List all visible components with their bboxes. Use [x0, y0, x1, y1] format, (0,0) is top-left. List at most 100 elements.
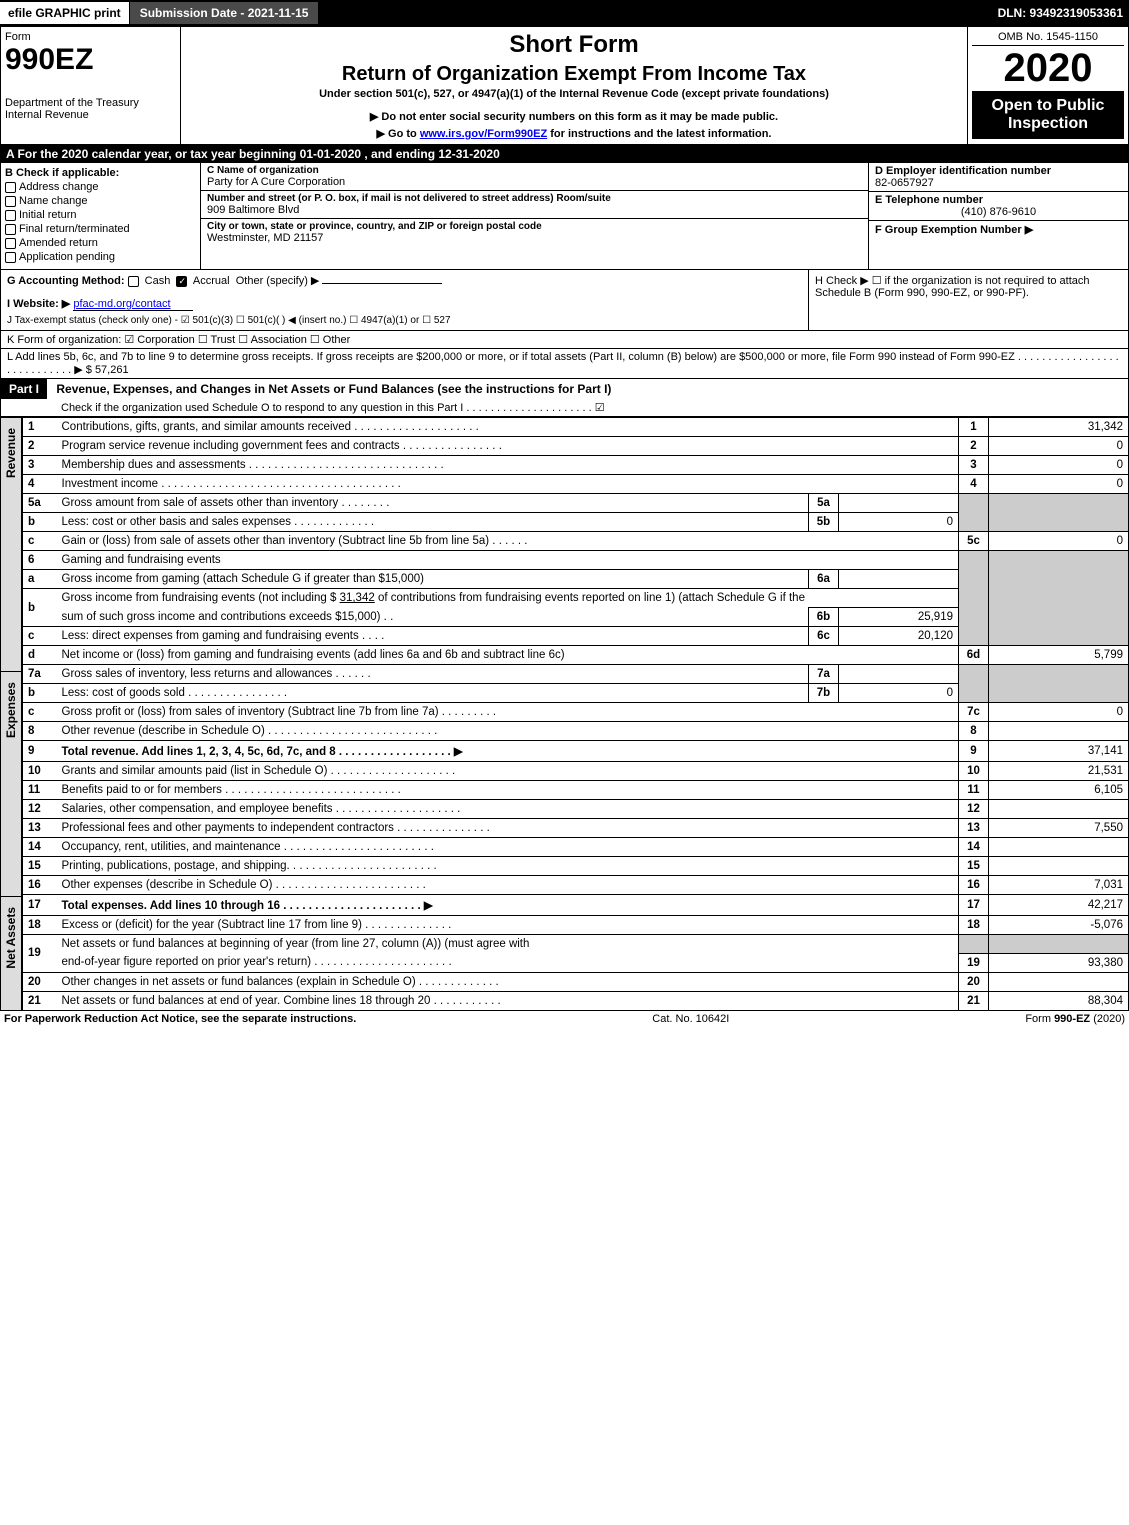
box-b: B Check if applicable: Address change Na…: [1, 163, 201, 269]
amt-1: 31,342: [989, 418, 1129, 437]
footer-right: Form 990-EZ (2020): [1025, 1013, 1125, 1025]
top-bar: efile GRAPHIC print Submission Date - 20…: [0, 0, 1129, 26]
amt-6d: 5,799: [989, 646, 1129, 665]
chk-name-change[interactable]: Name change: [5, 195, 196, 207]
row-19b: end-of-year figure reported on prior yea…: [23, 953, 1129, 972]
row-11: 11Benefits paid to or for members . . . …: [23, 781, 1129, 800]
dln-number: DLN: 93492319053361: [998, 6, 1129, 20]
row-15: 15Printing, publications, postage, and s…: [23, 857, 1129, 876]
section-gh: G Accounting Method: Cash Accrual Other …: [0, 270, 1129, 331]
row-1: 1Contributions, gifts, grants, and simil…: [23, 418, 1129, 437]
org-address: 909 Baltimore Blvd: [207, 204, 862, 216]
footer-catno: Cat. No. 10642I: [652, 1013, 729, 1025]
amt-9: 37,141: [989, 741, 1129, 762]
goto-line: ▶ Go to www.irs.gov/Form990EZ for instru…: [185, 127, 963, 140]
part1-sub: Check if the organization used Schedule …: [1, 399, 1128, 416]
amt-13: 7,550: [989, 819, 1129, 838]
title-section: Under section 501(c), 527, or 4947(a)(1)…: [185, 88, 963, 100]
page-footer: For Paperwork Reduction Act Notice, see …: [0, 1011, 1129, 1027]
dept-treasury: Department of the Treasury: [5, 97, 176, 109]
warning-ssn: ▶ Do not enter social security numbers o…: [185, 110, 963, 123]
part1-header: Part I Revenue, Expenses, and Changes in…: [0, 379, 1129, 417]
row-10: 10Grants and similar amounts paid (list …: [23, 762, 1129, 781]
side-revenue: Revenue: [0, 417, 22, 672]
line-h: H Check ▶ ☐ if the organization is not r…: [808, 270, 1128, 330]
form-header: Form 990EZ Department of the Treasury In…: [0, 26, 1129, 145]
amt-18: -5,076: [989, 916, 1129, 935]
amt-6b: 25,919: [839, 608, 959, 627]
row-17: 17Total expenses. Add lines 10 through 1…: [23, 895, 1129, 916]
open-public-inspection: Open to Public Inspection: [972, 91, 1124, 139]
footer-left: For Paperwork Reduction Act Notice, see …: [4, 1013, 356, 1025]
row-18: 18Excess or (deficit) for the year (Subt…: [23, 916, 1129, 935]
row-19a: 19Net assets or fund balances at beginni…: [23, 935, 1129, 954]
amt-6b-inline: 31,342: [340, 592, 375, 604]
amt-3: 0: [989, 456, 1129, 475]
header-left: Form 990EZ Department of the Treasury In…: [1, 27, 181, 144]
chk-application-pending[interactable]: Application pending: [5, 251, 196, 263]
header-right: OMB No. 1545-1150 2020 Open to Public In…: [968, 27, 1128, 144]
amt-5c: 0: [989, 532, 1129, 551]
part1-body: Revenue Expenses Net Assets 1Contributio…: [0, 417, 1129, 1011]
row-21: 21Net assets or fund balances at end of …: [23, 991, 1129, 1010]
row-6d: dNet income or (loss) from gaming and fu…: [23, 646, 1129, 665]
row-5c: cGain or (loss) from sale of assets othe…: [23, 532, 1129, 551]
amt-4: 0: [989, 475, 1129, 494]
row-8: 8Other revenue (describe in Schedule O) …: [23, 722, 1129, 741]
line-l: L Add lines 5b, 6c, and 7b to line 9 to …: [0, 349, 1129, 379]
group-exemption-label: F Group Exemption Number ▶: [875, 223, 1122, 236]
row-16: 16Other expenses (describe in Schedule O…: [23, 876, 1129, 895]
tax-year: 2020: [972, 46, 1124, 91]
form-number: 990EZ: [5, 43, 176, 77]
amt-6c: 20,120: [839, 627, 959, 646]
row-12: 12Salaries, other compensation, and empl…: [23, 800, 1129, 819]
chk-address-change[interactable]: Address change: [5, 181, 196, 193]
title-short-form: Short Form: [185, 31, 963, 59]
amt-7c: 0: [989, 703, 1129, 722]
ein-value: 82-0657927: [875, 177, 1122, 189]
gross-receipts-amount: 57,261: [95, 364, 129, 376]
box-b-title: B Check if applicable:: [5, 167, 196, 179]
amt-7b: 0: [839, 684, 959, 703]
section-bcd: B Check if applicable: Address change Na…: [0, 163, 1129, 270]
irs-link[interactable]: www.irs.gov/Form990EZ: [420, 128, 547, 140]
chk-accrual[interactable]: [176, 276, 187, 287]
other-method-input[interactable]: [322, 283, 442, 284]
row-5a: 5aGross amount from sale of assets other…: [23, 494, 1129, 513]
chk-cash[interactable]: [128, 276, 139, 287]
omb-number: OMB No. 1545-1150: [972, 31, 1124, 46]
amt-5b: 0: [839, 513, 959, 532]
org-name-label: C Name of organization: [207, 165, 862, 176]
side-net-assets: Net Assets: [0, 897, 22, 1010]
amt-19: 93,380: [989, 953, 1129, 972]
row-7c: cGross profit or (loss) from sales of in…: [23, 703, 1129, 722]
row-14: 14Occupancy, rent, utilities, and mainte…: [23, 838, 1129, 857]
box-def: D Employer identification number 82-0657…: [868, 163, 1128, 269]
line-j: J Tax-exempt status (check only one) - ☑…: [7, 315, 802, 326]
amt-21: 88,304: [989, 991, 1129, 1010]
addr-label: Number and street (or P. O. box, if mail…: [207, 193, 862, 204]
org-name: Party for A Cure Corporation: [207, 176, 862, 188]
header-middle: Short Form Return of Organization Exempt…: [181, 27, 968, 144]
row-2: 2Program service revenue including gover…: [23, 437, 1129, 456]
i-label: I Website: ▶: [7, 298, 70, 310]
website-link[interactable]: pfac-md.org/contact: [73, 298, 193, 311]
line-g: G Accounting Method: Cash Accrual Other …: [1, 270, 808, 330]
chk-final-return[interactable]: Final return/terminated: [5, 223, 196, 235]
amt-10: 21,531: [989, 762, 1129, 781]
row-6: 6Gaming and fundraising events: [23, 551, 1129, 570]
goto-pre: ▶ Go to: [377, 128, 420, 140]
part1-title: Revenue, Expenses, and Changes in Net As…: [50, 379, 617, 399]
row-20: 20Other changes in net assets or fund ba…: [23, 972, 1129, 991]
efile-print-button[interactable]: efile GRAPHIC print: [0, 2, 129, 24]
row-9: 9Total revenue. Add lines 1, 2, 3, 4, 5c…: [23, 741, 1129, 762]
chk-amended-return[interactable]: Amended return: [5, 237, 196, 249]
form-word: Form: [5, 31, 176, 43]
tel-value: (410) 876-9610: [875, 206, 1122, 218]
amt-16: 7,031: [989, 876, 1129, 895]
part1-label: Part I: [1, 379, 47, 399]
amt-2: 0: [989, 437, 1129, 456]
line-a-tax-year: A For the 2020 calendar year, or tax yea…: [0, 145, 1129, 163]
chk-initial-return[interactable]: Initial return: [5, 209, 196, 221]
row-7a: 7aGross sales of inventory, less returns…: [23, 665, 1129, 684]
